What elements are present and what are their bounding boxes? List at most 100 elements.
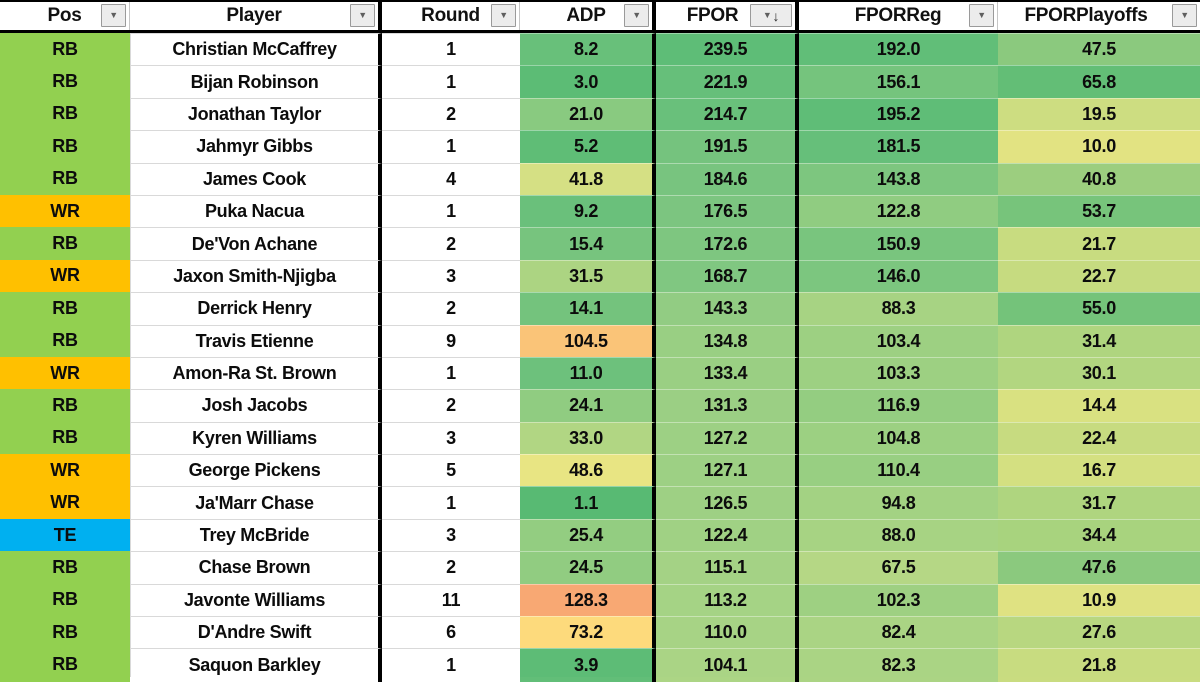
fporreg-cell[interactable]: 143.8 [799, 162, 998, 195]
fporplayoffs-cell[interactable]: 31.7 [998, 486, 1200, 519]
player-cell[interactable]: Puka Nacua [130, 194, 382, 228]
round-cell[interactable]: 1 [382, 130, 520, 163]
fpor-cell[interactable]: 126.5 [656, 486, 799, 519]
round-cell[interactable]: 2 [382, 292, 520, 325]
pos-cell[interactable]: WR [0, 259, 130, 293]
pos-cell[interactable]: RB [0, 227, 130, 260]
fporplayoffs-cell[interactable]: 22.7 [998, 259, 1200, 293]
column-header-pos[interactable]: Pos ▼ [0, 2, 130, 30]
fporreg-cell[interactable]: 116.9 [799, 389, 998, 422]
fporplayoffs-cell[interactable]: 14.4 [998, 389, 1200, 422]
round-cell[interactable]: 4 [382, 162, 520, 195]
adp-cell[interactable]: 104.5 [520, 324, 656, 357]
fpor-cell[interactable]: 134.8 [656, 324, 799, 357]
fporplayoffs-cell[interactable]: 16.7 [998, 454, 1200, 487]
player-cell[interactable]: Jahmyr Gibbs [130, 130, 382, 163]
fporplayoffs-cell[interactable]: 31.4 [998, 324, 1200, 357]
filter-button-player[interactable]: ▼ [350, 4, 375, 27]
fporreg-cell[interactable]: 195.2 [799, 97, 998, 131]
pos-cell[interactable]: RB [0, 33, 130, 66]
column-header-round[interactable]: Round ▼ [382, 2, 520, 30]
fpor-cell[interactable]: 143.3 [656, 292, 799, 325]
fpor-cell[interactable]: 127.1 [656, 454, 799, 487]
fpor-cell[interactable]: 191.5 [656, 130, 799, 163]
fpor-cell[interactable]: 104.1 [656, 648, 799, 677]
fporplayoffs-cell[interactable]: 65.8 [998, 65, 1200, 98]
player-cell[interactable]: George Pickens [130, 454, 382, 487]
fporreg-cell[interactable]: 82.4 [799, 616, 998, 649]
player-cell[interactable]: Bijan Robinson [130, 65, 382, 98]
adp-cell[interactable]: 3.0 [520, 65, 656, 98]
fpor-cell[interactable]: 239.5 [656, 33, 799, 66]
pos-cell[interactable]: RB [0, 292, 130, 325]
fporplayoffs-cell[interactable]: 34.4 [998, 518, 1200, 552]
adp-cell[interactable]: 73.2 [520, 616, 656, 649]
player-cell[interactable]: Derrick Henry [130, 292, 382, 325]
round-cell[interactable]: 1 [382, 356, 520, 390]
column-header-fpor[interactable]: FPOR ▼ ↓ [656, 2, 799, 30]
pos-cell[interactable]: RB [0, 389, 130, 422]
fporreg-cell[interactable]: 102.3 [799, 583, 998, 617]
fporreg-cell[interactable]: 94.8 [799, 486, 998, 519]
fporplayoffs-cell[interactable]: 30.1 [998, 356, 1200, 390]
adp-cell[interactable]: 5.2 [520, 130, 656, 163]
fporreg-cell[interactable]: 110.4 [799, 454, 998, 487]
pos-cell[interactable]: RB [0, 97, 130, 131]
fpor-cell[interactable]: 214.7 [656, 97, 799, 131]
fporplayoffs-cell[interactable]: 21.7 [998, 227, 1200, 260]
pos-cell[interactable]: RB [0, 130, 130, 163]
filter-button-fpor-sorted[interactable]: ▼ ↓ [750, 4, 792, 27]
adp-cell[interactable]: 25.4 [520, 518, 656, 552]
pos-cell[interactable]: WR [0, 454, 130, 487]
pos-cell[interactable]: RB [0, 616, 130, 649]
player-cell[interactable]: D'Andre Swift [130, 616, 382, 649]
adp-cell[interactable]: 21.0 [520, 97, 656, 131]
round-cell[interactable]: 2 [382, 389, 520, 422]
fporreg-cell[interactable]: 67.5 [799, 551, 998, 584]
pos-cell[interactable]: TE [0, 518, 130, 552]
filter-button-round[interactable]: ▼ [491, 4, 516, 27]
pos-cell[interactable]: WR [0, 356, 130, 390]
player-cell[interactable]: Trey McBride [130, 518, 382, 552]
adp-cell[interactable]: 41.8 [520, 162, 656, 195]
adp-cell[interactable]: 14.1 [520, 292, 656, 325]
pos-cell[interactable]: RB [0, 421, 130, 455]
fporplayoffs-cell[interactable]: 22.4 [998, 421, 1200, 455]
fporreg-cell[interactable]: 103.3 [799, 356, 998, 390]
player-cell[interactable]: Chase Brown [130, 551, 382, 584]
round-cell[interactable]: 3 [382, 421, 520, 455]
fporreg-cell[interactable]: 192.0 [799, 33, 998, 66]
round-cell[interactable]: 2 [382, 97, 520, 131]
round-cell[interactable]: 2 [382, 551, 520, 584]
pos-cell[interactable]: RB [0, 648, 130, 677]
player-cell[interactable]: Travis Etienne [130, 324, 382, 357]
round-cell[interactable]: 6 [382, 616, 520, 649]
player-cell[interactable]: Jonathan Taylor [130, 97, 382, 131]
fporplayoffs-cell[interactable]: 21.8 [998, 648, 1200, 677]
fporreg-cell[interactable]: 156.1 [799, 65, 998, 98]
filter-button-pos[interactable]: ▼ [101, 4, 126, 27]
pos-cell[interactable]: RB [0, 551, 130, 584]
pos-cell[interactable]: WR [0, 486, 130, 519]
fporreg-cell[interactable]: 104.8 [799, 421, 998, 455]
fpor-cell[interactable]: 115.1 [656, 551, 799, 584]
player-cell[interactable]: Josh Jacobs [130, 389, 382, 422]
round-cell[interactable]: 9 [382, 324, 520, 357]
player-cell[interactable]: Saquon Barkley [130, 648, 382, 677]
round-cell[interactable]: 2 [382, 227, 520, 260]
fporplayoffs-cell[interactable]: 47.5 [998, 33, 1200, 66]
column-header-adp[interactable]: ADP ▼ [520, 2, 656, 30]
pos-cell[interactable]: RB [0, 65, 130, 98]
adp-cell[interactable]: 15.4 [520, 227, 656, 260]
fporplayoffs-cell[interactable]: 47.6 [998, 551, 1200, 584]
player-cell[interactable]: James Cook [130, 162, 382, 195]
round-cell[interactable]: 1 [382, 194, 520, 228]
player-cell[interactable]: Christian McCaffrey [130, 33, 382, 66]
fpor-cell[interactable]: 113.2 [656, 583, 799, 617]
fporplayoffs-cell[interactable]: 40.8 [998, 162, 1200, 195]
adp-cell[interactable]: 24.1 [520, 389, 656, 422]
filter-button-fporreg[interactable]: ▼ [969, 4, 994, 27]
round-cell[interactable]: 1 [382, 486, 520, 519]
adp-cell[interactable]: 128.3 [520, 583, 656, 617]
round-cell[interactable]: 5 [382, 454, 520, 487]
